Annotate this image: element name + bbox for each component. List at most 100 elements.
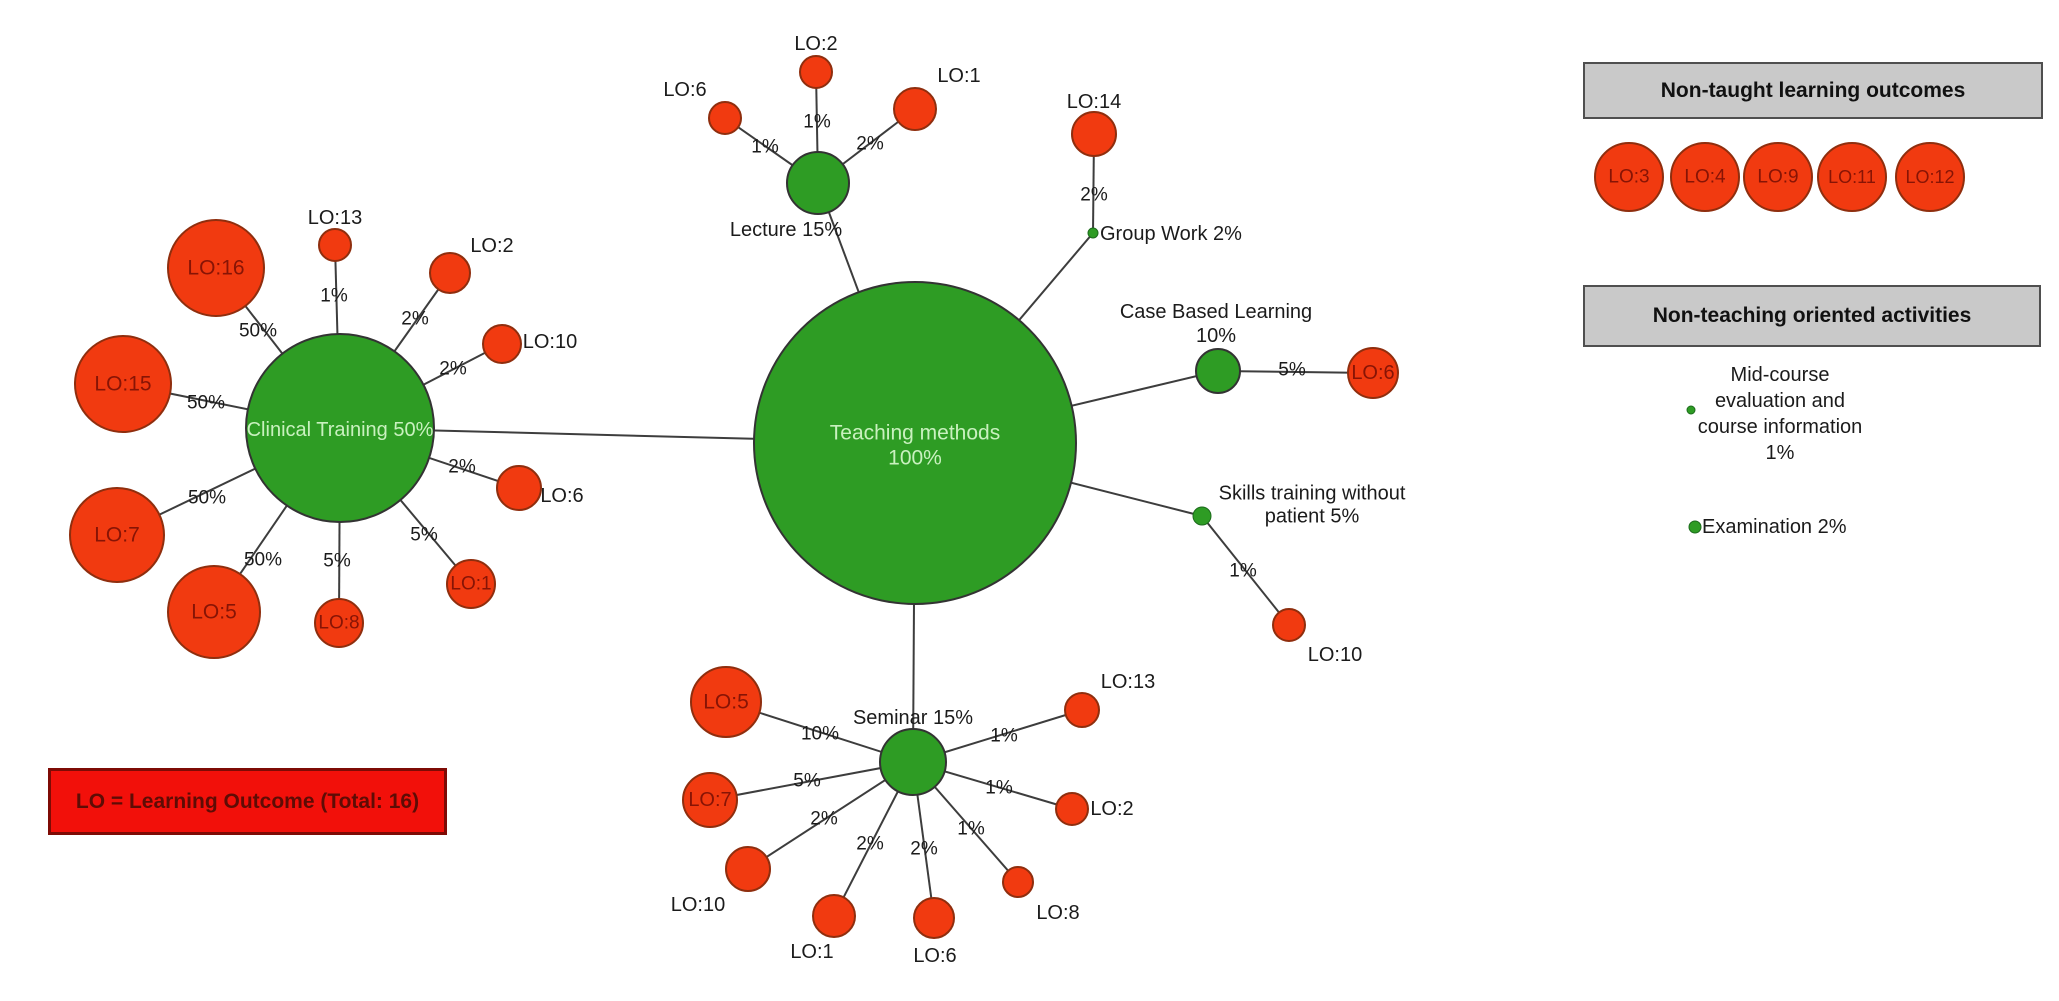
sem-lo1-label: LO:1 — [790, 941, 833, 963]
node-nt-lo11 — [1817, 142, 1887, 212]
node-ct-lo1 — [446, 559, 496, 609]
sem-lo7-label: LO:7 — [688, 789, 731, 811]
node-ct-lo15 — [74, 335, 172, 433]
edge-label-seminar-sem-lo13: 1% — [990, 726, 1018, 747]
sem-lo8-label: LO:8 — [1036, 902, 1079, 924]
ct-lo2-label: LO:2 — [470, 235, 513, 257]
edge-label-seminar-sem-lo8: 1% — [957, 819, 985, 840]
sem-lo10-label: LO:10 — [671, 894, 725, 916]
lec-lo1-label: LO:1 — [937, 65, 980, 87]
ct-lo1-label: LO:1 — [450, 574, 491, 595]
node-midcourse-dot — [1686, 405, 1696, 415]
lecture-label: Lecture 15% — [730, 219, 843, 241]
edge-label-seminar-sem-lo6: 2% — [910, 839, 938, 860]
edge-label-clinical-training-ct-lo1: 5% — [410, 525, 438, 546]
node-case-based-learning — [1195, 348, 1241, 394]
node-ct-lo5 — [167, 565, 261, 659]
node-seminar — [879, 728, 947, 796]
edge-label-seminar-sem-lo10: 2% — [810, 809, 838, 830]
node-lec-lo2 — [799, 55, 833, 89]
node-gw-lo14 — [1071, 111, 1117, 157]
ct-lo7-label: LO:7 — [94, 524, 140, 547]
edge-label-clinical-training-ct-lo16: 50% — [239, 321, 277, 342]
edge-label-seminar-sem-lo1: 2% — [856, 834, 884, 855]
midcourse-label: Mid-course evaluation and course informati… — [1698, 364, 1863, 464]
ct-lo8-label: LO:8 — [318, 613, 359, 634]
node-sem-lo8 — [1002, 866, 1034, 898]
node-nt-lo9 — [1743, 142, 1813, 212]
teaching-methods-label: Teaching methods 100% — [830, 421, 1000, 469]
edge-seminar-sem-lo7 — [709, 761, 914, 801]
node-ct-lo6 — [496, 465, 542, 511]
edge-skills-training-sk-lo10 — [1201, 515, 1290, 626]
node-nt-lo3 — [1594, 142, 1664, 212]
node-skills-training — [1192, 506, 1212, 526]
examination-label: Examination 2% — [1702, 516, 1847, 538]
edge-label-seminar-sem-lo7: 5% — [793, 771, 821, 792]
node-sem-lo10 — [725, 846, 771, 892]
node-sem-lo6 — [913, 897, 955, 939]
edge-label-clinical-training-ct-lo10: 2% — [439, 359, 467, 380]
node-lec-lo1 — [893, 87, 937, 131]
edge-label-clinical-training-ct-lo15: 50% — [187, 393, 225, 414]
clinical-training-label: Clinical Training 50% — [247, 419, 434, 441]
skills-training-label: Skills training without patient 5% — [1219, 483, 1406, 528]
edge-label-case-based-learning-cbl-lo6: 5% — [1278, 360, 1306, 381]
lec-lo6-label: LO:6 — [663, 79, 706, 101]
nodes-layer — [69, 55, 1965, 939]
sk-lo10-label: LO:10 — [1308, 644, 1362, 666]
nt-lo3-label: LO:3 — [1608, 167, 1649, 188]
sem-lo13-label: LO:13 — [1101, 671, 1155, 693]
node-ct-lo13 — [318, 228, 352, 262]
edge-label-clinical-training-ct-lo7: 50% — [188, 488, 226, 509]
node-sem-lo1 — [812, 894, 856, 938]
edge-label-skills-training-sk-lo10: 1% — [1229, 561, 1257, 582]
ct-lo6-label: LO:6 — [540, 485, 583, 507]
edge-label-group-work-gw-lo14: 2% — [1080, 185, 1108, 206]
nt-lo12-label: LO:12 — [1905, 167, 1954, 187]
nt-lo9-label: LO:9 — [1757, 167, 1798, 188]
node-nt-lo12 — [1895, 142, 1965, 212]
node-ct-lo8 — [314, 598, 364, 648]
node-ct-lo16 — [167, 219, 265, 317]
nt-lo4-label: LO:4 — [1684, 167, 1726, 188]
node-clinical-training — [245, 333, 435, 523]
sem-lo6-label: LO:6 — [913, 945, 956, 967]
edge-label-clinical-training-ct-lo2: 2% — [401, 309, 429, 330]
ct-lo15-label: LO:15 — [94, 373, 151, 396]
sem-lo5-label: LO:5 — [703, 691, 749, 714]
node-nt-lo4 — [1670, 142, 1740, 212]
legend-label: LO = Learning Outcome (Total: 16) — [75, 789, 420, 813]
cbl-lo6-label: LO:6 — [1351, 362, 1394, 384]
node-lec-lo6 — [708, 101, 742, 135]
ct-lo16-label: LO:16 — [187, 257, 244, 280]
ct-lo10-label: LO:10 — [523, 331, 577, 353]
node-sem-lo13 — [1064, 692, 1100, 728]
lec-lo2-label: LO:2 — [794, 33, 837, 55]
edge-label-clinical-training-ct-lo13: 1% — [320, 286, 348, 307]
node-sem-lo5 — [690, 666, 762, 738]
node-ct-lo7 — [69, 487, 165, 583]
seminar-label: Seminar 15% — [853, 707, 973, 729]
ct-lo13-label: LO:13 — [308, 207, 362, 229]
ct-lo5-label: LO:5 — [191, 601, 237, 624]
node-sk-lo10 — [1272, 608, 1306, 642]
edge-label-clinical-training-ct-lo8: 5% — [323, 551, 351, 572]
node-sem-lo2 — [1055, 792, 1089, 826]
node-ct-lo2 — [429, 252, 471, 294]
edge-label-clinical-training-ct-lo6: 2% — [448, 457, 476, 478]
edge-label-clinical-training-ct-lo5: 50% — [244, 550, 282, 571]
edge-label-lecture-lec-lo2: 1% — [803, 112, 831, 133]
gw-lo14-label: LO:14 — [1067, 91, 1121, 113]
labels-layer: 50%1%2%2%50%50%50% 5%5%2%1%1%2%2%5%1%10%5… — [94, 33, 1954, 967]
non-taught-header-label: Non-taught learning outcomes — [1660, 78, 1966, 102]
non-taught-header: Non-taught learning outcomes — [1583, 62, 2043, 119]
node-cbl-lo6 — [1347, 347, 1399, 399]
edge-label-seminar-sem-lo2: 1% — [985, 778, 1013, 799]
edge-label-seminar-sem-lo5: 10% — [801, 724, 839, 745]
node-group-work — [1087, 227, 1099, 239]
edge-label-lecture-lec-lo1: 2% — [856, 134, 884, 155]
sem-lo2-label: LO:2 — [1090, 798, 1133, 820]
